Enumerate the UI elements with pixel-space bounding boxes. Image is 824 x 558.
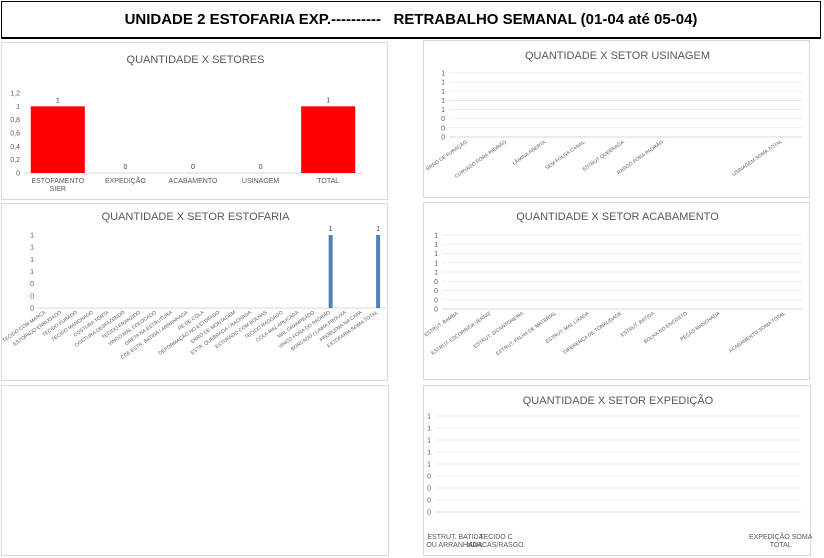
y-tick-label: 0 — [30, 281, 34, 288]
report-title: UNIDADE 2 ESTOFARIA EXP.---------- RETRA… — [124, 11, 698, 28]
y-tick-label: 1 — [427, 462, 431, 469]
y-tick-label: 0 — [427, 498, 431, 505]
chart-expedicao: QUANTIDADE X SETOR EXPEDIÇÃO 0 0 0 0 1 1 1 1 1 EST… — [426, 394, 812, 549]
bar — [328, 235, 333, 308]
chart-title: QUANTIDADE X SETOR ESTOFARIA — [102, 211, 291, 223]
y-tick-label: 0 — [427, 474, 431, 481]
y-tick-label: 0 — [30, 293, 34, 300]
category-label: LÂMINA ABERTA. — [511, 138, 548, 167]
data-label: 1 — [326, 97, 330, 104]
category-label: DIFERENÇA DE TONALIDADE — [562, 310, 623, 356]
y-tick-label: 1 — [427, 414, 431, 421]
y-tick-label: 1 — [427, 426, 431, 433]
data-label: 0 — [259, 164, 263, 171]
category-label: TOTAL — [317, 178, 339, 185]
chart-panel-estofaria: QUANTIDADE X SETOR ESTOFARIA 0 0 0 1 1 1 1 TECID… — [1, 203, 388, 381]
category-label-line: TECIDO C — [479, 534, 512, 541]
empty-panel — [1, 385, 389, 556]
y-tick-label: 0 — [434, 297, 438, 304]
category-label: TECIDO C MARCAS/RASGO. — [466, 534, 525, 549]
category-label-line: MARCAS/RASGO. — [466, 542, 525, 549]
y-tick-label: 0 — [434, 279, 438, 286]
y-tick-label: 1 — [441, 98, 445, 105]
category-label: ESTRUT. BATIDA OU ARRANHADA. — [426, 534, 484, 549]
category-label-line: ESTOFAMENTO — [31, 178, 84, 185]
y-tick-label: 0,4 — [10, 144, 20, 151]
y-tick-label: 0 — [16, 171, 20, 178]
y-tick-label: 1 — [16, 104, 20, 111]
y-tick-label: 1 — [30, 269, 34, 276]
y-tick-label: 1 — [434, 270, 438, 277]
category-label-line: USINAGEM — [242, 178, 280, 185]
y-tick-label: 0 — [434, 288, 438, 295]
y-tick-label: 1 — [441, 107, 445, 114]
category-label-line: OU ARRANHADA. — [426, 542, 484, 549]
y-tick-label: 0,8 — [10, 117, 20, 124]
y-tick-label: 0 — [427, 510, 431, 517]
y-tick-label: 1 — [434, 251, 438, 258]
y-tick-label: 1 — [441, 80, 445, 87]
y-tick-label: 1 — [427, 450, 431, 457]
bar — [30, 106, 85, 173]
chart-title: QUANTIDADE X SETORES — [127, 54, 265, 66]
category-label-line: ESTRUT. BATIDA — [427, 534, 483, 541]
y-tick-label: 0 — [441, 116, 445, 123]
y-tick-label: 0,6 — [10, 131, 20, 138]
category-label: ESTRUT. ESCORRIDA VERNIZ — [430, 311, 492, 357]
chart-panel-expedicao: QUANTIDADE X SETOR EXPEDIÇÃO 0 0 0 0 1 1 1 1 1 EST… — [423, 385, 812, 556]
category-label: ESTRUT. FALHA DE MATERIAL — [495, 311, 558, 357]
y-tick-label: 1 — [30, 245, 34, 252]
category-label: ESTOFAMENTO SIER — [31, 178, 84, 193]
chart-panel-usinagem: QUANTIDADE X SETOR USINAGEM 0 0 0 1 1 1 1 1 ERRO … — [423, 40, 810, 198]
category-label: USINAGEM — [242, 178, 280, 185]
chart-acabamento: QUANTIDADE X SETOR ACABAMENTO 0 0 0 0 1 1 1 1 1 ES… — [424, 211, 802, 357]
category-label: ERRO DE FURAÇÃO. — [425, 138, 470, 172]
y-tick-label: 1 — [434, 233, 438, 240]
y-tick-label: 1 — [30, 257, 34, 264]
y-tick-label: 1 — [30, 233, 34, 240]
y-tick-label: 0,2 — [10, 157, 20, 164]
y-tick-label: 1,2 — [10, 91, 20, 98]
chart-usinagem: QUANTIDADE X SETOR USINAGEM 0 0 0 1 1 1 1 1 ERRO … — [425, 50, 802, 180]
category-label-line: SIER — [50, 186, 66, 193]
y-tick-label: 1 — [434, 242, 438, 249]
chart-panel-acabamento: QUANTIDADE X SETOR ACABAMENTO 0 0 0 0 1 1 1 1 1 ES… — [423, 202, 810, 380]
y-tick-label: 0 — [441, 135, 445, 142]
category-label-line: EXPEDIÇÃO — [105, 176, 146, 185]
data-label: 0 — [191, 164, 195, 171]
category-label: SEM FOLGA CANAL. — [544, 139, 587, 172]
chart-setores: QUANTIDADE X SETORES 0 0,2 0,4 0,6 0,8 1 1,2 1 ES… — [10, 54, 362, 193]
y-tick-label: 0 — [441, 125, 445, 132]
category-label: ACABAMENTO SOMA TOTAL — [728, 311, 787, 355]
chart-estofaria: QUANTIDADE X SETOR ESTOFARIA0001111TECID… — [2, 211, 386, 361]
chart-title: QUANTIDADE X SETOR EXPEDIÇÃO — [523, 394, 714, 407]
y-tick-label: 0 — [30, 306, 34, 313]
bar — [376, 235, 381, 308]
category-label: EXPEDIÇÃO SOMA TOTAL — [749, 532, 812, 549]
bar — [301, 106, 356, 173]
chart-panel-setores: QUANTIDADE X SETORES 0 0,2 0,4 0,6 0,8 1 1,2 1 ES… — [1, 42, 388, 200]
y-tick-label: 0 — [434, 307, 438, 314]
report-header: UNIDADE 2 ESTOFARIA EXP.---------- RETRA… — [1, 1, 821, 39]
chart-title: QUANTIDADE X SETOR USINAGEM — [525, 50, 710, 62]
data-label: 1 — [329, 226, 333, 233]
category-label: EXPEDIÇÃO — [105, 176, 146, 185]
category-label: ACABAMENTO — [169, 178, 218, 185]
y-tick-label: 1 — [441, 71, 445, 78]
y-tick-label: 1 — [441, 89, 445, 96]
data-label: 1 — [376, 226, 380, 233]
data-label: 0 — [123, 164, 127, 171]
data-label: 1 — [56, 97, 60, 104]
category-label-line: ACABAMENTO — [169, 178, 218, 185]
category-label-line: TOTAL — [317, 178, 339, 185]
category-label: USINAGEM SOMA TOTAL — [731, 139, 783, 178]
category-label-line: EXPEDIÇÃO SOMA — [749, 532, 812, 541]
category-label-line: TOTAL — [770, 542, 792, 549]
chart-title: QUANTIDADE X SETOR ACABAMENTO — [516, 211, 719, 223]
y-tick-label: 0 — [427, 486, 431, 493]
y-tick-label: 1 — [427, 438, 431, 445]
y-tick-label: 1 — [434, 260, 438, 267]
